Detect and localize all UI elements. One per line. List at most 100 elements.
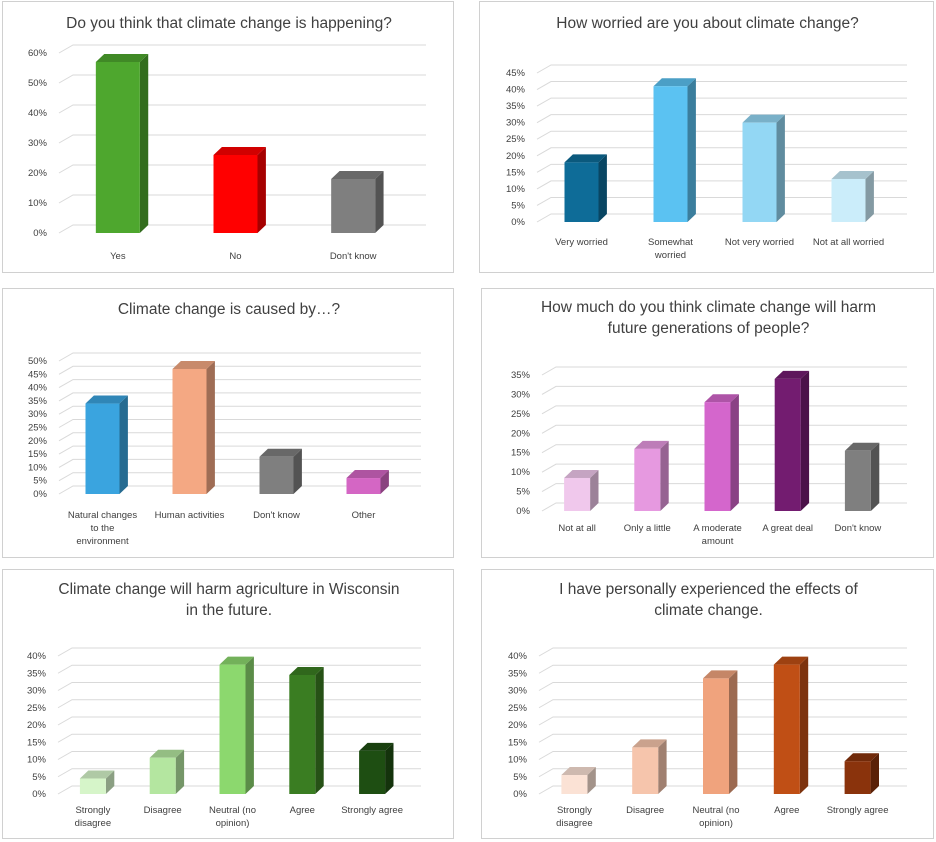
- chart-svg-personal-experience: I have personally experienced the effect…: [508, 581, 907, 829]
- category-label: Not very worried: [725, 237, 794, 248]
- category-label: Neutral (no: [209, 805, 256, 816]
- bar: [346, 470, 389, 494]
- y-tick-label: 15%: [28, 449, 48, 460]
- category-label: Strongly agree: [341, 805, 403, 816]
- category-label: disagree: [556, 818, 592, 829]
- bar: [632, 739, 667, 794]
- gridline: [536, 81, 907, 90]
- category-label: Not at all worried: [813, 237, 884, 248]
- gridline: [58, 379, 421, 389]
- chart-svg-climate-happening: Do you think that climate change is happ…: [28, 15, 426, 262]
- gridline: [541, 366, 907, 376]
- category-label: amount: [702, 536, 734, 547]
- y-tick-label: 20%: [508, 720, 528, 731]
- y-tick-label: 0%: [33, 228, 47, 239]
- category-label: opinion): [216, 818, 250, 829]
- y-tick-label: 20%: [28, 168, 48, 179]
- gridline: [58, 134, 426, 144]
- chart-panel-worried: How worried are you about climate change…: [479, 1, 934, 273]
- y-tick-label: 35%: [511, 370, 531, 381]
- y-tick-label: 35%: [27, 668, 47, 679]
- gridline: [536, 147, 907, 157]
- gridline: [58, 224, 426, 234]
- y-tick-label: 15%: [27, 737, 47, 748]
- bar: [844, 442, 880, 511]
- category-label: Very worried: [555, 237, 608, 248]
- category-label: No: [229, 251, 241, 262]
- chart-title: Climate change is caused by…?: [118, 301, 341, 318]
- category-label: Agree: [774, 805, 799, 816]
- y-tick-label: 25%: [508, 703, 528, 714]
- y-tick-label: 60%: [28, 48, 48, 59]
- bar: [359, 742, 394, 794]
- y-tick-label: 30%: [28, 138, 48, 149]
- gridline: [536, 130, 907, 140]
- category-label: A great deal: [762, 523, 813, 534]
- y-tick-label: 10%: [506, 184, 526, 195]
- gridline: [58, 419, 421, 428]
- y-tick-label: 35%: [506, 101, 526, 112]
- y-tick-label: 5%: [516, 487, 530, 498]
- y-tick-label: 0%: [516, 506, 530, 517]
- y-tick-label: 20%: [27, 720, 47, 731]
- category-label: Yes: [110, 251, 126, 262]
- y-tick-label: 20%: [28, 436, 48, 447]
- category-label: to the: [91, 523, 115, 534]
- bar: [331, 171, 384, 233]
- chart-panel-caused-by: Climate change is caused by…? 0% 5% 10% 15% 2…: [2, 288, 454, 558]
- y-tick-label: 30%: [506, 118, 526, 129]
- gridline: [58, 352, 421, 362]
- bar: [149, 749, 185, 794]
- y-tick-label: 20%: [506, 151, 526, 162]
- category-label: Don't know: [253, 510, 300, 521]
- category-label: Disagree: [626, 805, 664, 816]
- bar: [564, 154, 607, 222]
- category-label: disagree: [75, 818, 111, 829]
- bar: [85, 395, 128, 494]
- bar: [561, 767, 596, 794]
- gridline: [58, 44, 426, 54]
- category-label: Neutral (no: [693, 805, 740, 816]
- gridline: [58, 164, 426, 174]
- category-label: Strongly agree: [827, 805, 889, 816]
- y-tick-label: 15%: [506, 167, 526, 178]
- bar: [213, 147, 266, 233]
- bar: [219, 656, 254, 794]
- y-tick-label: 5%: [33, 476, 47, 487]
- chart-panel-climate-happening: Do you think that climate change is happ…: [2, 1, 454, 273]
- gridline: [536, 114, 907, 124]
- y-tick-label: 40%: [508, 651, 528, 662]
- y-tick-label: 5%: [511, 200, 525, 211]
- gridline: [58, 194, 426, 204]
- category-label: Don't know: [330, 251, 377, 262]
- y-tick-label: 15%: [508, 737, 528, 748]
- bar: [742, 114, 785, 222]
- y-tick-label: 50%: [28, 78, 48, 89]
- chart-title: in the future.: [186, 602, 272, 619]
- bar: [259, 448, 302, 494]
- y-tick-label: 40%: [28, 108, 48, 119]
- gridline: [538, 647, 907, 657]
- chart-title: Climate change will harm agriculture in …: [58, 581, 399, 598]
- gridline: [58, 472, 421, 482]
- y-tick-label: 0%: [511, 217, 525, 228]
- gridline: [58, 445, 421, 455]
- gridline: [58, 74, 426, 84]
- category-label: Human activities: [155, 510, 225, 521]
- chart-svg-caused-by: Climate change is caused by…? 0% 5% 10% 15% 2…: [28, 301, 421, 547]
- chart-panel-personal-experience: I have personally experienced the effect…: [481, 569, 934, 839]
- category-label: Strongly: [75, 805, 110, 816]
- y-tick-label: 5%: [32, 772, 46, 783]
- y-tick-label: 45%: [506, 68, 526, 79]
- y-tick-label: 35%: [28, 396, 48, 407]
- gridline: [58, 365, 421, 375]
- chart-title: How worried are you about climate change…: [556, 15, 859, 32]
- gridline: [58, 405, 421, 415]
- chart-title: future generations of people?: [608, 320, 810, 337]
- bar: [172, 360, 215, 494]
- bar: [564, 469, 599, 511]
- gridline: [57, 647, 421, 657]
- bar: [79, 770, 115, 794]
- category-label: Agree: [290, 805, 315, 816]
- y-tick-label: 30%: [508, 686, 528, 697]
